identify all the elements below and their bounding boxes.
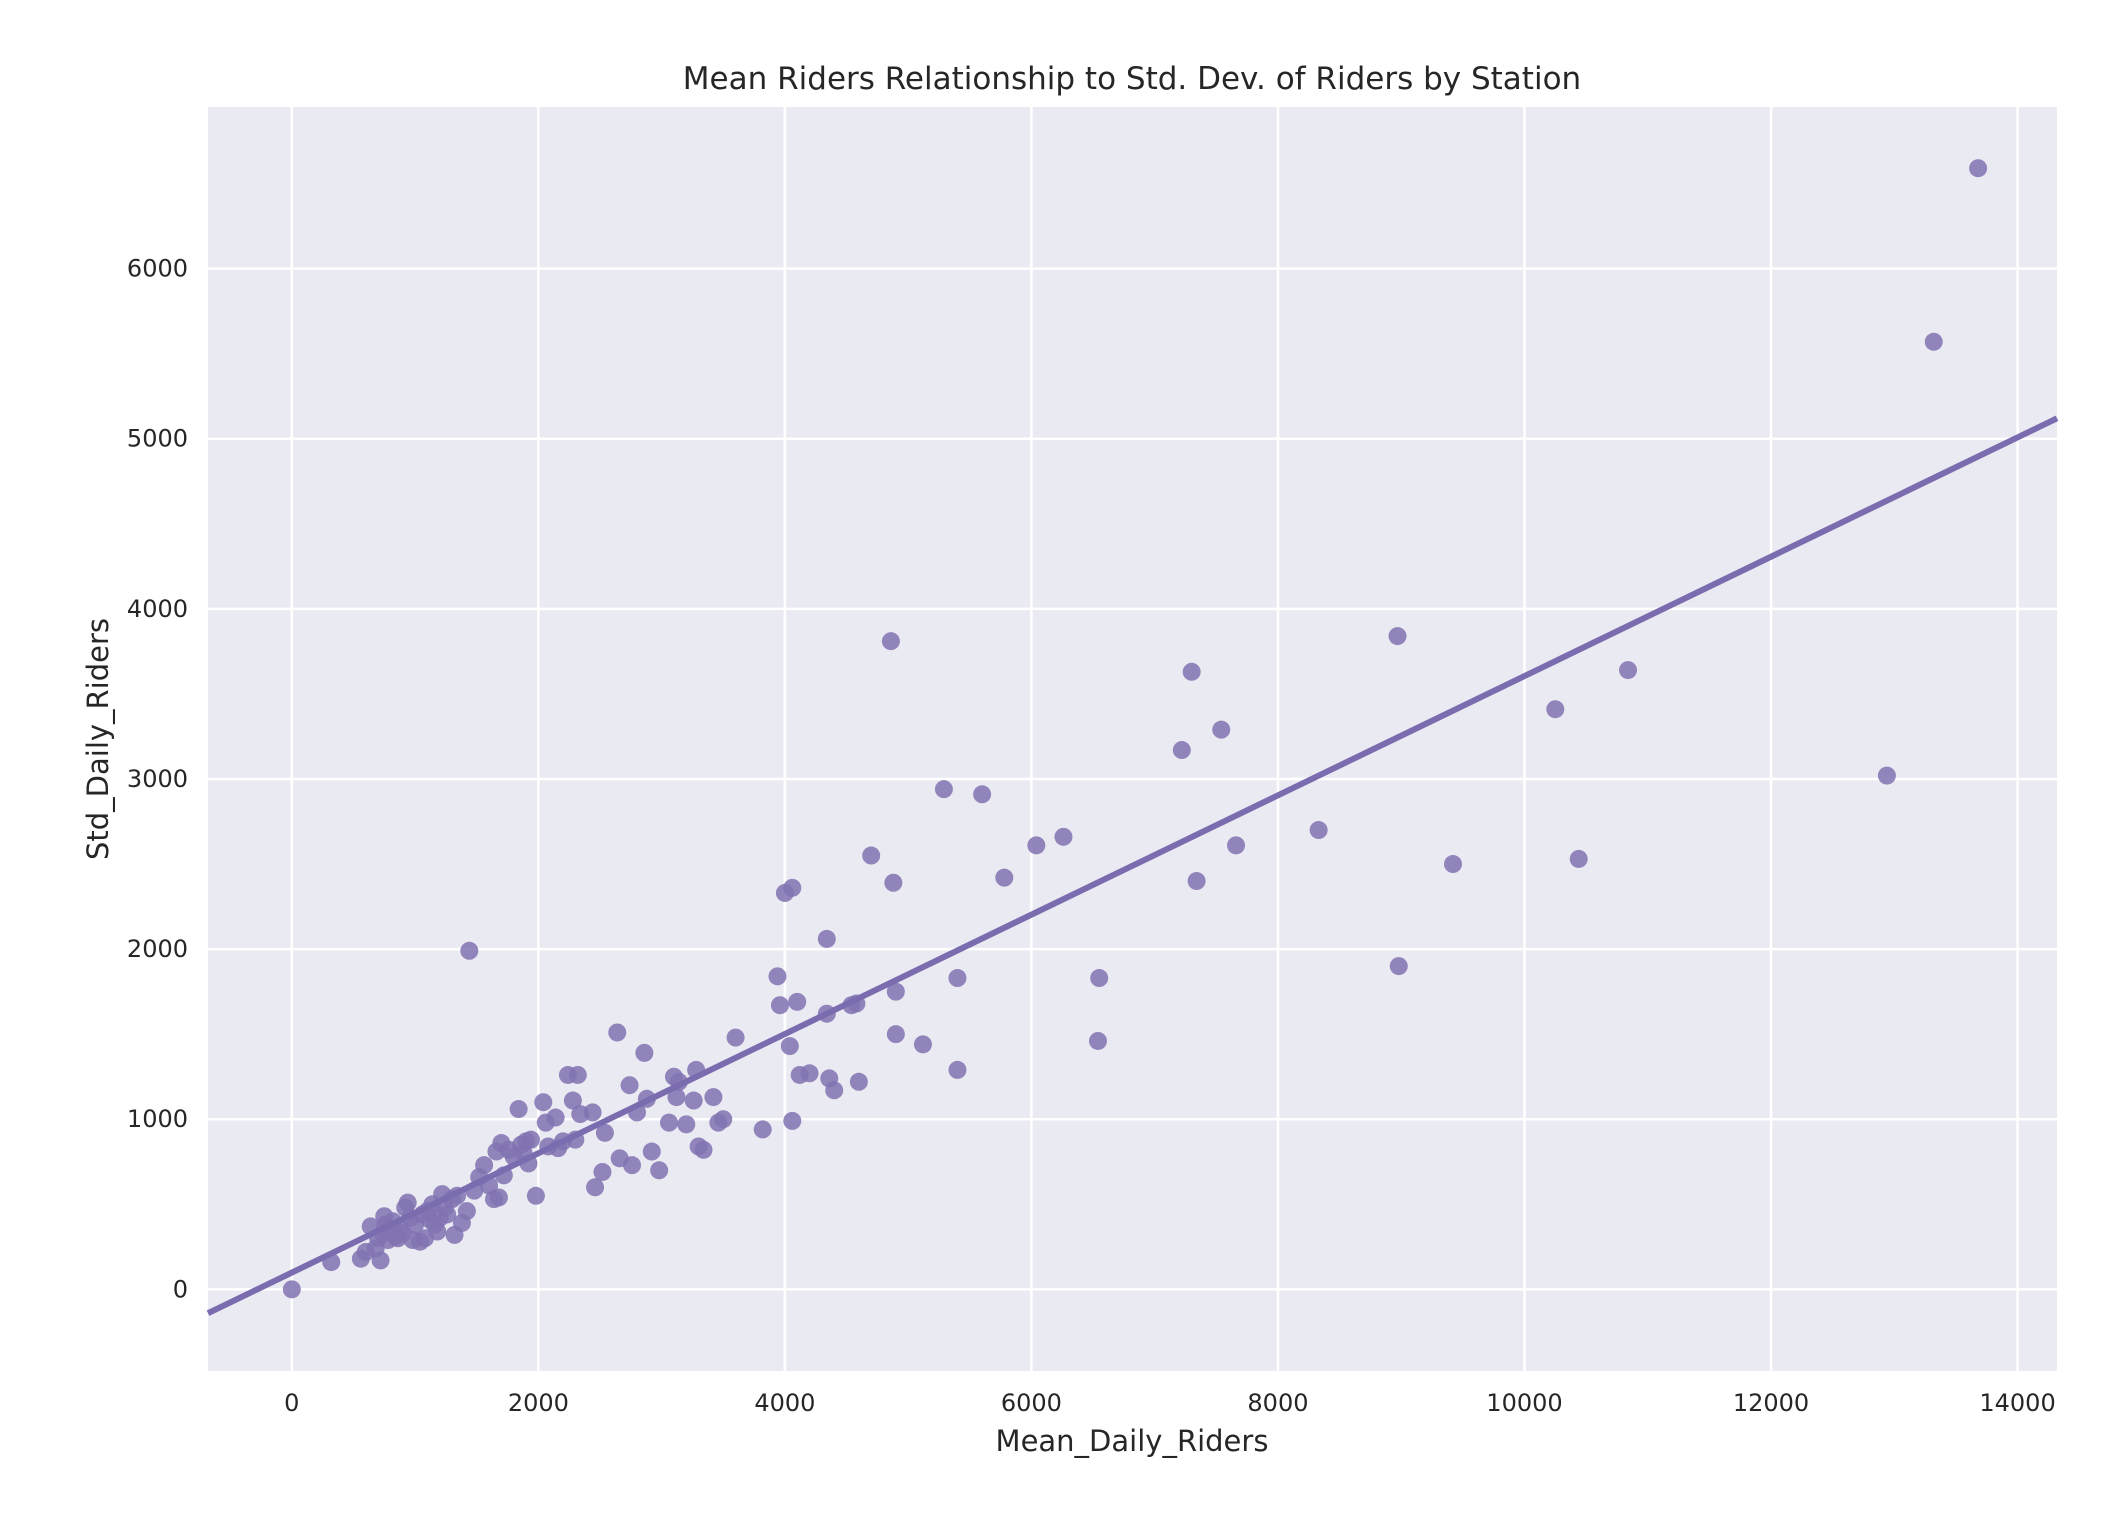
data-point (694, 1140, 713, 1159)
data-point (862, 846, 881, 865)
y-axis-ticks: 0 1000 2000 3000 4000 5000 6000 (127, 255, 188, 1304)
data-point (623, 1156, 642, 1175)
data-point (1546, 700, 1565, 719)
data-point (1924, 332, 1943, 351)
data-point (817, 929, 836, 948)
data-point (650, 1161, 669, 1180)
data-point (1309, 821, 1328, 840)
data-point (583, 1103, 602, 1122)
data-point (684, 1091, 703, 1110)
y-tick-label: 3000 (127, 765, 188, 793)
x-tick-label: 14000 (1979, 1389, 2055, 1417)
x-tick-label: 0 (284, 1389, 299, 1417)
data-point (595, 1123, 614, 1142)
x-axis-label: Mean_Daily_Riders (996, 1424, 1269, 1458)
data-point (948, 1060, 967, 1079)
data-point (438, 1205, 457, 1224)
chart-title: Mean Riders Relationship to Std. Dev. of… (683, 61, 1581, 97)
regression-line (206, 415, 2059, 1316)
data-point (1227, 836, 1246, 855)
data-point (1212, 720, 1231, 739)
data-point (995, 868, 1014, 887)
y-tick-label: 4000 (127, 595, 188, 623)
data-point (825, 1081, 844, 1100)
data-point (783, 1111, 802, 1130)
data-point (546, 1108, 565, 1127)
x-tick-label: 2000 (508, 1389, 569, 1417)
data-point (788, 992, 807, 1011)
data-point (428, 1222, 447, 1241)
data-point (642, 1142, 661, 1161)
data-point (371, 1251, 390, 1270)
data-point (534, 1093, 553, 1112)
data-point (726, 1028, 745, 1047)
data-point (753, 1120, 772, 1139)
data-point (886, 982, 905, 1001)
data-point (660, 1113, 679, 1132)
data-point (973, 785, 992, 804)
data-point (608, 1023, 627, 1042)
x-tick-label: 4000 (754, 1389, 815, 1417)
data-point (586, 1178, 605, 1197)
data-point (1877, 766, 1896, 785)
data-point (1443, 855, 1462, 874)
y-tick-label: 1000 (127, 1105, 188, 1133)
grid-lines (208, 107, 2057, 1371)
data-point (714, 1110, 733, 1129)
data-point (1090, 969, 1109, 988)
data-point (509, 1100, 528, 1119)
x-tick-label: 12000 (1733, 1389, 1809, 1417)
data-point (768, 967, 787, 986)
data-point (521, 1130, 540, 1149)
y-tick-label: 6000 (127, 255, 188, 283)
data-point (913, 1035, 932, 1054)
data-point (1182, 662, 1201, 681)
data-point (704, 1088, 723, 1107)
data-point (1619, 661, 1638, 680)
x-axis-ticks: 0 2000 4000 6000 8000 10000 12000 14000 (284, 1389, 2056, 1417)
data-point (770, 996, 789, 1015)
y-tick-label: 0 (173, 1275, 188, 1303)
data-point (1027, 836, 1046, 855)
data-point (1389, 957, 1408, 976)
data-point (667, 1088, 686, 1107)
data-point (948, 969, 967, 988)
data-point (398, 1193, 417, 1212)
data-point (620, 1076, 639, 1095)
data-point (1187, 872, 1206, 891)
data-point (1969, 159, 1988, 178)
data-point (1172, 741, 1191, 760)
data-point (282, 1280, 301, 1299)
data-point (886, 1025, 905, 1044)
y-tick-label: 5000 (127, 425, 188, 453)
data-point (563, 1091, 582, 1110)
data-point (475, 1156, 494, 1175)
data-point (526, 1186, 545, 1205)
y-axis-label: Std_Daily_Riders (81, 618, 115, 860)
data-point (1569, 849, 1588, 868)
data-point (849, 1072, 868, 1091)
data-point (677, 1115, 696, 1134)
data-point (780, 1037, 799, 1056)
y-tick-label: 2000 (127, 935, 188, 963)
data-point (593, 1162, 612, 1181)
data-point (460, 941, 479, 960)
data-point (457, 1202, 476, 1221)
data-point (489, 1188, 508, 1207)
data-point (1088, 1031, 1107, 1050)
x-tick-label: 8000 (1247, 1389, 1308, 1417)
data-point (1054, 827, 1073, 846)
data-point (800, 1064, 819, 1083)
data-point (884, 873, 903, 892)
data-point (783, 878, 802, 897)
data-point (881, 632, 900, 651)
data-point (934, 780, 953, 799)
data-point (568, 1065, 587, 1084)
data-point (1388, 627, 1407, 646)
x-tick-label: 10000 (1486, 1389, 1562, 1417)
data-point (635, 1043, 654, 1062)
x-tick-label: 6000 (1001, 1389, 1062, 1417)
